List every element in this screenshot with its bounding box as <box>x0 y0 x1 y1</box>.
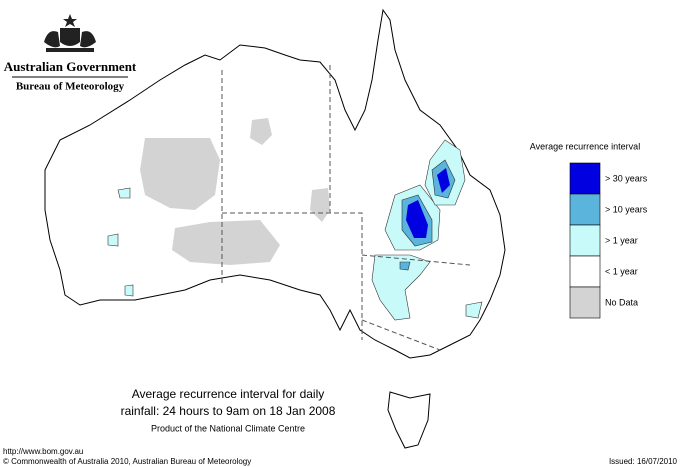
thirty-year-areas <box>406 168 450 238</box>
tasmania <box>387 391 431 449</box>
legend-label: > 30 years <box>605 173 648 183</box>
caption-line: Product of the National Climate Centre <box>151 423 305 433</box>
legend: Average recurrence interval > 30 years > … <box>530 141 648 319</box>
legend-label: No Data <box>605 297 638 307</box>
legend-label: > 10 years <box>605 204 648 214</box>
legend-swatch <box>569 193 601 226</box>
legend-swatch <box>569 286 601 319</box>
caption-line: rainfall: 24 hours to 9am on 18 Jan 2008 <box>121 404 336 418</box>
crest <box>44 14 96 52</box>
legend-swatch <box>569 162 601 195</box>
footer-copyright: © Commonwealth of Australia 2010, Austra… <box>3 457 251 466</box>
legend-swatch <box>569 224 601 257</box>
footer-url: http://www.bom.gov.au <box>3 447 83 456</box>
government-name: Australian Government <box>4 59 137 74</box>
caption-line: Average recurrence interval for daily <box>132 387 325 401</box>
legend-label: > 1 year <box>605 235 638 245</box>
footer-issued: Issued: 16/07/2010 <box>609 457 678 466</box>
legend-label: < 1 year <box>605 266 638 276</box>
legend-title: Average recurrence interval <box>530 141 640 151</box>
legend-swatch <box>569 255 601 288</box>
agency-name: Bureau of Meteorology <box>16 81 125 93</box>
state-borders <box>221 65 471 351</box>
